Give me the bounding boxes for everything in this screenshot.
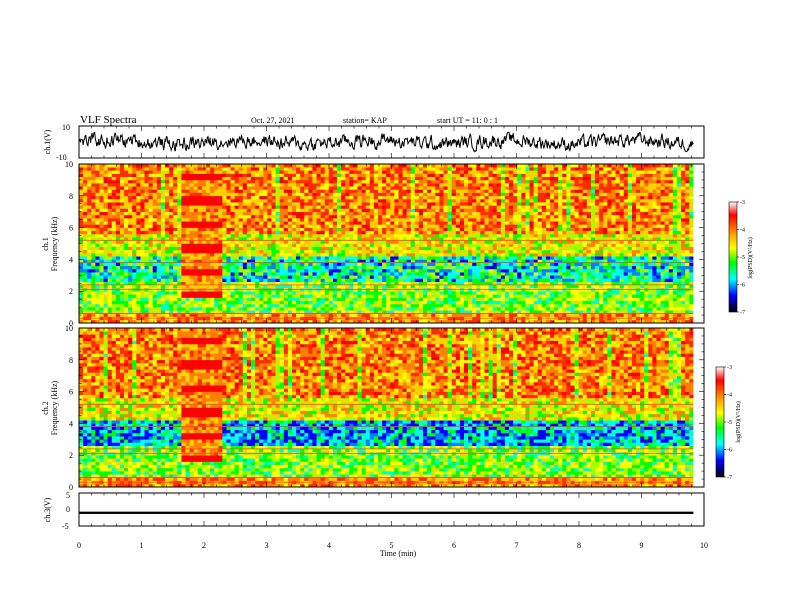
x-tick-label: 1 (140, 541, 144, 550)
axis-ticks (78, 126, 705, 526)
spectrogram-ytick-label: 6 (69, 224, 73, 233)
x-tick-label: 9 (640, 541, 644, 550)
colorbar-tick-label: -6 (727, 448, 732, 454)
spectrogram-ytick-label: 4 (69, 255, 73, 264)
x-tick-label: 10 (700, 541, 708, 550)
ch3-waveform-ylabel: ch.3(V) (43, 497, 52, 522)
x-axis-label: Time (min) (380, 549, 417, 558)
x-tick-label: 4 (327, 541, 331, 550)
ch1-spectrogram-yticks: 0 2 4 6 8 10 (65, 160, 73, 328)
x-tick-label: 6 (452, 541, 456, 550)
ch2-colorbar-ticks: -3 -4 -5 -6 -7 (724, 365, 732, 481)
spectrogram-ytick-label: 0 (69, 483, 73, 492)
ch2-spectrogram-ylabel-channel: ch.2 (41, 401, 50, 415)
ch1-ytick-top: 10 (62, 123, 70, 132)
spectrogram-ytick-label: 0 (69, 319, 73, 328)
x-tick-label: 8 (577, 541, 581, 550)
ch3-ytick-middle: 0 (66, 505, 70, 514)
x-tick-label: 5 (390, 541, 394, 550)
ch2-colorbar-label: log(PSD)(V²/Hz) (735, 401, 742, 442)
ch1-ytick-bottom: -10 (56, 153, 67, 162)
ch1-spectrogram-image (79, 164, 704, 324)
colorbar-tick-label: -7 (740, 310, 745, 316)
x-tick-label: 7 (515, 541, 519, 550)
spectrogram-ytick-label: 8 (69, 356, 73, 365)
spectrogram-ytick-label: 2 (69, 451, 73, 460)
x-tick-label: 0 (77, 541, 81, 550)
spectrogram-ytick-label: 2 (69, 287, 73, 296)
station-label: station= KAP (343, 116, 387, 125)
ch1-waveform-ylabel: ch.1(V) (43, 129, 52, 154)
ch1-spectrogram-ylabel-frequency: Frequency (kHz) (50, 216, 59, 271)
figure-title: VLF Spectra (80, 114, 137, 126)
ch2-colorbar-gradient (715, 366, 725, 478)
ch3-waveform-trace (79, 511, 694, 514)
spectrogram-ytick-label: 10 (65, 160, 73, 169)
x-tick-label: 2 (202, 541, 206, 550)
x-tick-labels: 0 1 2 3 4 5 6 7 8 9 10 (77, 541, 708, 550)
ch1-spectrogram-ylabel-channel: ch.1 (41, 237, 50, 251)
ch2-spectrogram-image (79, 328, 704, 488)
ch2-spectrogram-yticks: 0 2 4 6 8 10 (65, 324, 73, 492)
ch2-spectrogram-ylabel-frequency: Frequency (kHz) (50, 380, 59, 435)
spectrogram-ytick-label: 10 (65, 324, 73, 333)
ch2-colorbar: -3 -4 -5 -6 -7 log(PSD)(V²/Hz) (715, 365, 742, 481)
ch3-ytick-bottom: -5 (62, 522, 69, 531)
ch1-waveform-trace (78, 131, 694, 153)
colorbar-tick-label: -4 (727, 393, 732, 399)
start-time-label: start UT = 11: 0 : 1 (437, 116, 498, 125)
colorbar-tick-label: -5 (740, 255, 745, 261)
colorbar-tick-label: -4 (740, 228, 745, 234)
colorbar-tick-label: -3 (727, 365, 732, 371)
spectrogram-ytick-label: 8 (69, 192, 73, 201)
colorbar-tick-label: -3 (740, 200, 745, 206)
date-label: Oct. 27, 2021 (251, 116, 295, 125)
ch1-colorbar-gradient (728, 201, 738, 313)
colorbar-tick-label: -5 (727, 420, 732, 426)
ch3-ytick-top: 5 (66, 491, 70, 500)
ch1-colorbar: -3 -4 -5 -6 -7 log(PSD)(V²/Hz) (728, 200, 754, 316)
ch1-colorbar-ticks: -3 -4 -5 -6 -7 (737, 200, 745, 316)
colorbar-tick-label: -7 (727, 475, 732, 481)
spectrogram-ytick-label: 4 (69, 419, 73, 428)
ch1-colorbar-label: log(PSD)(V²/Hz) (747, 237, 754, 278)
colorbar-tick-label: -6 (740, 283, 745, 289)
spectrogram-ytick-label: 6 (69, 388, 73, 397)
x-tick-label: 3 (265, 541, 269, 550)
